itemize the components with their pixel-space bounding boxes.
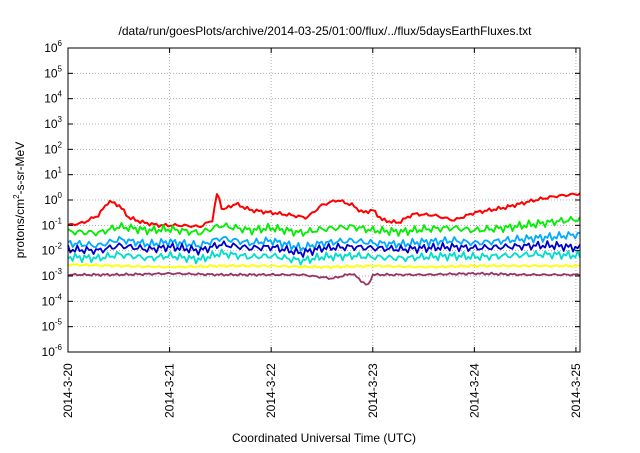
x-tick-label: 2014-3-25 <box>569 363 583 418</box>
y-tick-label: 10-2 <box>42 242 63 258</box>
y-tick-label: 102 <box>44 140 62 156</box>
x-tick-label: 2014-3-21 <box>163 363 177 418</box>
y-tick-label: 106 <box>44 39 62 55</box>
series-line <box>67 263 581 270</box>
x-tick-label: 2014-3-23 <box>366 363 380 418</box>
series-line <box>67 231 581 252</box>
y-tick-label: 103 <box>44 115 62 131</box>
chart-title: /data/run/goesPlots/archive/2014-03-25/0… <box>119 24 533 38</box>
y-axis-label-base: protons/cm <box>13 199 27 258</box>
series-lines <box>67 192 581 286</box>
grid-lines <box>68 48 580 352</box>
y-axis-ticks: 10-6 10-5 10-4 10-3 10-2 10-1 100 101 102 103 104 1… <box>42 39 580 359</box>
series-line <box>67 271 581 286</box>
y-tick-label: 10-1 <box>42 216 63 232</box>
y-tick-label: 100 <box>44 191 62 207</box>
x-tick-label: 2014-3-24 <box>467 363 481 418</box>
y-tick-label: 101 <box>44 166 62 182</box>
x-tick-label: 2014-3-20 <box>61 363 75 418</box>
y-tick-label: 104 <box>44 90 62 106</box>
y-axis-label-rest: -s-sr-MeV <box>13 142 27 195</box>
y-tick-label: 10-5 <box>42 318 63 334</box>
y-axis-label-sup: 2 <box>12 194 21 199</box>
series-line <box>67 215 581 237</box>
series-line <box>67 248 581 266</box>
series-line <box>67 192 581 229</box>
x-tick-label: 2014-3-22 <box>264 363 278 418</box>
y-tick-label: 10-4 <box>42 292 63 308</box>
x-axis-label: Coordinated Universal Time (UTC) <box>232 431 416 445</box>
series-line <box>67 240 581 258</box>
y-tick-label: 10-3 <box>42 267 63 283</box>
y-tick-label: 105 <box>44 64 62 80</box>
y-axis-label: protons/cm2-s-sr-MeV <box>12 142 27 258</box>
x-axis-ticks: 2014-3-20 2014-3-21 2014-3-22 2014-3-23 2014… <box>61 48 583 418</box>
y-tick-label: 10-6 <box>42 343 63 359</box>
